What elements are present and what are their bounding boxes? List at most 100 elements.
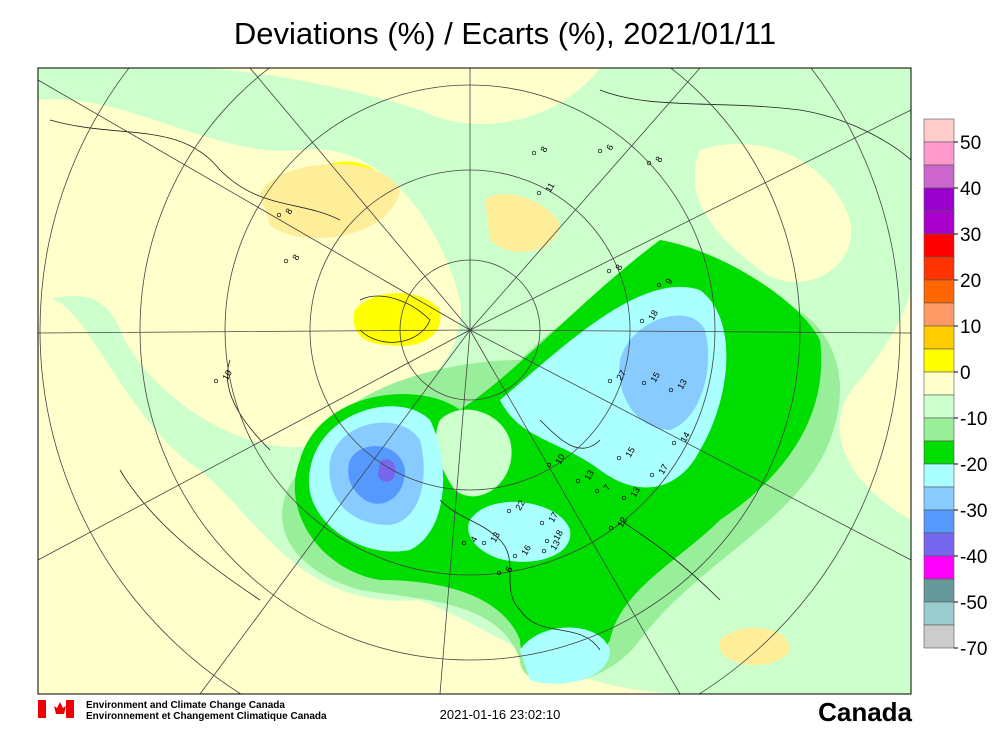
station-dot xyxy=(213,378,219,384)
station-dot xyxy=(531,150,537,156)
station-label: 18 xyxy=(646,308,660,322)
station-dot xyxy=(506,508,512,514)
station-dot xyxy=(607,378,613,384)
legend: 50 40 30 20 10 0 -10 -20 -30 -40 -50 -70 xyxy=(923,118,987,660)
timestamp: 2021-01-16 23:02:10 xyxy=(440,707,561,722)
station-label: 13 xyxy=(488,530,502,544)
station-label: 13 xyxy=(582,468,596,482)
station-dot xyxy=(481,540,487,546)
station-dot xyxy=(646,160,652,166)
station-dot xyxy=(608,525,614,531)
station-dot xyxy=(671,440,677,446)
station-label: 8 xyxy=(653,155,664,164)
station-label: 18 xyxy=(551,528,565,542)
station-label: 13 xyxy=(675,377,689,391)
legend-swatch xyxy=(923,532,955,557)
legend-swatch xyxy=(923,348,955,373)
legend-label: -10 xyxy=(960,409,987,430)
legend-swatch xyxy=(923,164,955,189)
station-label: 4 xyxy=(468,535,479,544)
legend-swatch xyxy=(923,394,955,419)
legend-swatch xyxy=(923,463,955,488)
station-dot xyxy=(539,520,545,526)
legend-swatch xyxy=(923,302,955,327)
station-label: 17 xyxy=(546,510,560,524)
legend-label: 10 xyxy=(960,317,981,338)
station-label: 13 xyxy=(628,485,642,499)
legend-swatch xyxy=(923,486,955,511)
wordmark: Canada xyxy=(818,697,912,726)
station-dot xyxy=(541,548,547,554)
legend-label: -40 xyxy=(960,547,987,568)
station-label: 8 xyxy=(613,263,624,272)
station-dot xyxy=(606,268,612,274)
station-label: 9 xyxy=(663,277,674,286)
station-label: 16 xyxy=(519,543,533,557)
legend-swatch xyxy=(923,440,955,465)
station-dot xyxy=(512,553,518,559)
station-dot xyxy=(668,387,674,393)
station-label: 12 xyxy=(615,515,629,529)
station-dot xyxy=(536,190,542,196)
legend-swatch xyxy=(923,256,955,281)
station-label: 13 xyxy=(548,538,562,552)
station-dot xyxy=(621,495,627,501)
legend-swatch xyxy=(923,555,955,580)
station-dot xyxy=(649,472,655,478)
station-dot xyxy=(496,570,502,576)
legend-swatch xyxy=(923,509,955,534)
legend-label: 0 xyxy=(960,363,971,384)
legend-swatch xyxy=(923,601,955,626)
legend-label: -70 xyxy=(960,639,987,660)
station-dot xyxy=(594,488,600,494)
legend-swatch xyxy=(923,118,955,143)
legend-swatch xyxy=(923,325,955,350)
station-label: 8 xyxy=(290,253,301,262)
station-dot xyxy=(546,462,552,468)
legend-label: -50 xyxy=(960,593,987,614)
station-label: 27 xyxy=(614,368,628,382)
station-dot xyxy=(639,318,645,324)
station-dot xyxy=(656,282,662,288)
station-label: 10 xyxy=(553,452,567,466)
station-dot xyxy=(575,478,581,484)
legend-label: 50 xyxy=(960,133,981,154)
legend-swatch xyxy=(923,417,955,442)
station-dot xyxy=(283,258,289,264)
agency-en: Environment and Climate Change Canada xyxy=(86,700,285,711)
station-label: 8 xyxy=(538,145,549,154)
station-label: 15 xyxy=(623,445,637,459)
legend-swatch xyxy=(923,624,955,649)
footer: Environment and Climate Change Canada En… xyxy=(38,697,913,727)
station-label: 10 xyxy=(220,368,234,382)
legend-swatch xyxy=(923,371,955,396)
station-label: 17 xyxy=(656,462,670,476)
legend-swatch xyxy=(923,187,955,212)
legend-swatch xyxy=(923,233,955,258)
legend-swatch xyxy=(923,141,955,166)
station-label: 8 xyxy=(283,207,294,216)
legend-swatch xyxy=(923,279,955,304)
station-dot xyxy=(616,455,622,461)
station-dot xyxy=(276,212,282,218)
station-dot xyxy=(641,380,647,386)
legend-label: 40 xyxy=(960,179,981,200)
legend-label: 30 xyxy=(960,225,981,246)
station-label: 7 xyxy=(601,483,612,492)
station-label: 15 xyxy=(648,370,662,384)
legend-label: -30 xyxy=(960,501,987,522)
station-dot xyxy=(597,148,603,154)
station-label: 22 xyxy=(513,498,527,512)
agency-fr: Environnement et Changement Climatique C… xyxy=(86,711,327,722)
legend-label: -20 xyxy=(960,455,987,476)
station-label: 11 xyxy=(543,181,556,194)
station-dot xyxy=(544,538,550,544)
legend-swatch xyxy=(923,210,955,235)
station-label: 14 xyxy=(678,430,692,444)
station-label: 6 xyxy=(503,565,514,574)
station-dot xyxy=(461,540,467,546)
legend-label: 20 xyxy=(960,271,981,292)
legend-swatch xyxy=(923,578,955,603)
